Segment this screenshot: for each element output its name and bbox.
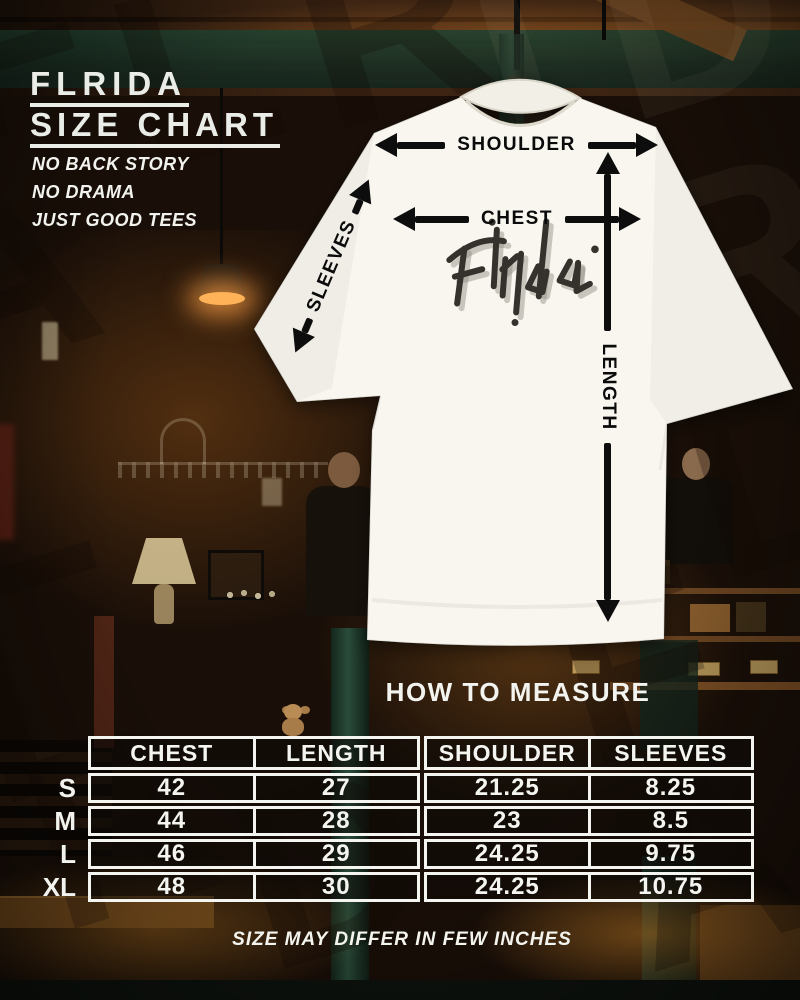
- table-cell: 21.25: [427, 774, 591, 801]
- column-header: SHOULDER: [427, 739, 591, 767]
- table-cell: 27: [321, 774, 351, 801]
- tagline-line: NO DRAMA: [32, 182, 135, 202]
- table-cell: 28: [321, 807, 351, 834]
- size-label: L: [60, 838, 76, 869]
- table-cell: 48: [91, 873, 256, 900]
- table-cell: 8.5: [652, 807, 689, 834]
- arrowhead-right-icon: [619, 207, 641, 231]
- table-cell: 44: [91, 807, 256, 834]
- table-row: 48 30: [88, 872, 420, 902]
- column-header: SLEEVES: [614, 739, 728, 766]
- table-cell: 46: [91, 840, 256, 867]
- tagline: NO BACK STORY NO DRAMA JUST GOOD TEES: [32, 150, 197, 234]
- arrowhead-down-icon: [596, 600, 620, 623]
- chest-measure-arrow: CHEST: [393, 206, 641, 232]
- size-table-left: CHEST LENGTH 42 27 44 28 46 29 48 30: [88, 736, 420, 902]
- tagline-line: NO BACK STORY: [32, 154, 189, 174]
- table-header-row: SHOULDER SLEEVES: [424, 736, 754, 770]
- table-cell: 23: [427, 807, 591, 834]
- table-header-row: CHEST LENGTH: [88, 736, 420, 770]
- length-measure-arrow: LENGTH: [595, 152, 621, 623]
- arrowhead-right-icon: [636, 133, 658, 157]
- arrowhead-up-icon: [596, 152, 620, 174]
- tagline-line: JUST GOOD TEES: [32, 210, 198, 230]
- table-cell: 9.75: [645, 840, 697, 867]
- brand-title: FLRIDA: [30, 66, 189, 107]
- shoulder-label: SHOULDER: [457, 134, 576, 155]
- column-header: LENGTH: [285, 739, 387, 766]
- column-header: CHEST: [91, 739, 256, 767]
- arrowhead-left-icon: [393, 207, 415, 231]
- size-label: S: [58, 772, 76, 803]
- section-heading: HOW TO MEASURE: [385, 677, 651, 707]
- table-cell: 24.25: [427, 840, 591, 867]
- table-cell: 30: [321, 873, 351, 900]
- table-row: 24.25 10.75: [424, 872, 754, 902]
- arrowhead-left-icon: [375, 133, 397, 157]
- table-cell: 29: [321, 840, 351, 867]
- table-cell: 42: [91, 774, 256, 801]
- size-label-column: S M L XL: [40, 736, 88, 905]
- page-title: SIZE CHART: [30, 107, 280, 148]
- footnote: SIZE MAY DIFFER IN FEW INCHES: [232, 929, 572, 950]
- chest-label: CHEST: [481, 208, 553, 229]
- table-row: 23 8.5: [424, 806, 754, 836]
- shoulder-measure-arrow: SHOULDER: [375, 132, 658, 158]
- table-cell: 10.75: [638, 873, 704, 900]
- table-row: 46 29: [88, 839, 420, 869]
- table-row: 24.25 9.75: [424, 839, 754, 869]
- size-label: XL: [42, 871, 76, 902]
- size-table: S M L XL CHEST LENGTH 42 27 44 28 46 29: [40, 736, 754, 905]
- header: FLRIDA SIZE CHART: [30, 66, 280, 148]
- size-table-right: SHOULDER SLEEVES 21.25 8.25 23 8.5 24.25…: [424, 736, 754, 902]
- size-label: M: [54, 805, 76, 836]
- length-label: LENGTH: [598, 343, 619, 431]
- table-row: 42 27: [88, 773, 420, 803]
- table-row: 21.25 8.25: [424, 773, 754, 803]
- table-cell: 8.25: [645, 774, 697, 801]
- table-cell: 24.25: [427, 873, 591, 900]
- table-row: 44 28: [88, 806, 420, 836]
